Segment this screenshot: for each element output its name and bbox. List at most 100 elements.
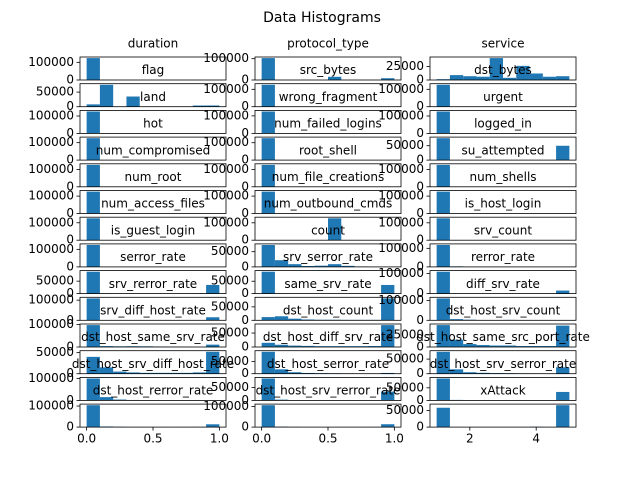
- bar: [261, 58, 275, 80]
- axes-background: [80, 297, 226, 321]
- bar: [503, 77, 517, 80]
- bar: [463, 344, 477, 347]
- bar: [99, 397, 114, 401]
- y-tick-label: 50000: [386, 352, 424, 366]
- axes-frame: [254, 323, 402, 348]
- bar: [516, 346, 530, 347]
- axes-frame: [429, 296, 577, 321]
- bar: [261, 244, 275, 267]
- bar: [99, 367, 114, 374]
- axes-background: [255, 163, 401, 187]
- y-tick-label: 100000: [28, 215, 74, 229]
- bar: [436, 79, 450, 80]
- y-tick-label: 100000: [28, 399, 74, 413]
- y-tick-label: 100000: [28, 135, 74, 149]
- axes-background: [80, 324, 226, 347]
- bar: [261, 138, 275, 161]
- bar: [206, 351, 220, 374]
- y-tick-label: 25000: [386, 327, 424, 341]
- subplot-title: hot: [143, 117, 163, 131]
- axes-background: [80, 83, 226, 107]
- bar: [86, 104, 100, 107]
- bar: [86, 138, 100, 161]
- y-tick-label: 0: [66, 179, 74, 193]
- bar: [463, 372, 477, 374]
- axes-background: [430, 404, 576, 428]
- axes-background: [255, 190, 401, 214]
- y-tick-label: 0: [416, 179, 424, 193]
- y-tick-label: 0: [66, 206, 74, 220]
- y-tick-label: 0: [66, 340, 74, 354]
- y-tick-label: 0: [416, 206, 424, 220]
- bar: [261, 378, 275, 401]
- bar: [529, 346, 543, 347]
- y-tick-label: 0: [416, 286, 424, 300]
- y-tick-label: 0: [241, 206, 249, 220]
- bar: [381, 325, 395, 347]
- y-tick-label: 0: [66, 99, 74, 113]
- subplot-title: dst_host_srv_serror_rate: [430, 357, 576, 371]
- figure-title: Data Histograms: [263, 10, 381, 26]
- y-tick-label: 0: [66, 259, 74, 273]
- axes-background: [80, 137, 226, 161]
- axes-background: [255, 137, 401, 161]
- bar: [314, 346, 328, 347]
- axes-background: [255, 324, 401, 347]
- bar: [261, 191, 275, 214]
- axes-frame: [429, 190, 577, 214]
- subplot-title: same_srv_rate: [284, 277, 371, 291]
- axes-frame: [254, 136, 402, 161]
- y-tick-label: 0: [241, 366, 249, 380]
- bar: [86, 271, 100, 294]
- axes-background: [430, 137, 576, 161]
- bar: [86, 325, 100, 347]
- y-tick-label: 100000: [378, 162, 424, 176]
- axes-background: [430, 350, 576, 374]
- axes-background: [430, 83, 576, 107]
- axes-background: [255, 270, 401, 294]
- bar: [153, 372, 167, 374]
- bar: [261, 84, 275, 107]
- bar: [476, 345, 490, 347]
- y-tick-label: 50000: [211, 274, 249, 288]
- subplot-title: root_shell: [299, 143, 357, 157]
- bar: [381, 424, 395, 428]
- y-tick-label: 0: [66, 420, 74, 434]
- x-tick-label: 0.0: [252, 432, 271, 446]
- axes-frame: [254, 216, 402, 241]
- bar: [328, 218, 342, 241]
- bar: [556, 145, 570, 161]
- x-tick-label: 0.5: [318, 432, 337, 446]
- y-tick-label: 50000: [36, 345, 74, 359]
- subplot-title: is_guest_login: [111, 223, 195, 237]
- axes-background: [255, 404, 401, 428]
- axes-frame: [254, 376, 402, 401]
- bar: [301, 319, 315, 321]
- subplot-title: dst_host_rerror_rate: [93, 384, 214, 398]
- y-tick-label: 0: [66, 73, 74, 87]
- y-tick-label: 0: [416, 393, 424, 407]
- axes-frame: [429, 136, 577, 161]
- axes-frame: [254, 350, 402, 375]
- bar: [314, 265, 328, 267]
- bar: [354, 346, 368, 347]
- y-tick-label: 0: [416, 259, 424, 273]
- y-tick-label: 0: [66, 366, 74, 380]
- bar: [206, 105, 220, 107]
- axes-frame: [429, 403, 577, 428]
- axes-background: [255, 57, 401, 80]
- axes-frame: [79, 296, 227, 321]
- bar: [206, 317, 220, 321]
- subplot-title: dst_host_count: [283, 304, 374, 318]
- y-tick-label: 50000: [211, 244, 249, 258]
- y-tick-label: 0: [66, 153, 74, 167]
- y-tick-label: 25000: [386, 59, 424, 73]
- y-tick-label: 0: [241, 153, 249, 167]
- y-tick-label: 0: [416, 99, 424, 113]
- axes-background: [430, 377, 576, 401]
- subplot-title: srv_count: [474, 223, 532, 237]
- axes-background: [430, 270, 576, 294]
- axes-background: [80, 377, 226, 401]
- bar: [86, 58, 100, 80]
